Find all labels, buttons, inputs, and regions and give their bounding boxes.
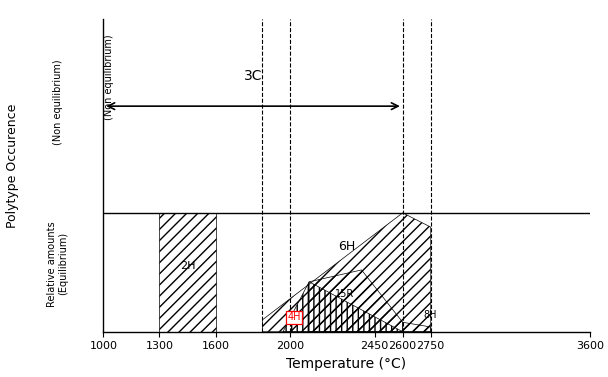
Text: 3C: 3C	[244, 69, 262, 83]
Text: 15R: 15R	[335, 289, 354, 299]
Text: 4H: 4H	[288, 313, 301, 322]
Text: 6H: 6H	[338, 240, 355, 253]
Text: (Non equilibrium): (Non equilibrium)	[105, 34, 114, 120]
Text: (Non equilibrium): (Non equilibrium)	[53, 59, 63, 145]
Text: Relative amounts
(Equilibrium): Relative amounts (Equilibrium)	[47, 221, 69, 307]
Text: Polytype Occurence: Polytype Occurence	[5, 104, 19, 228]
X-axis label: Temperature (°C): Temperature (°C)	[286, 357, 407, 371]
Text: 2H: 2H	[180, 261, 195, 271]
Text: 8H: 8H	[423, 310, 437, 320]
Bar	[159, 213, 216, 332]
